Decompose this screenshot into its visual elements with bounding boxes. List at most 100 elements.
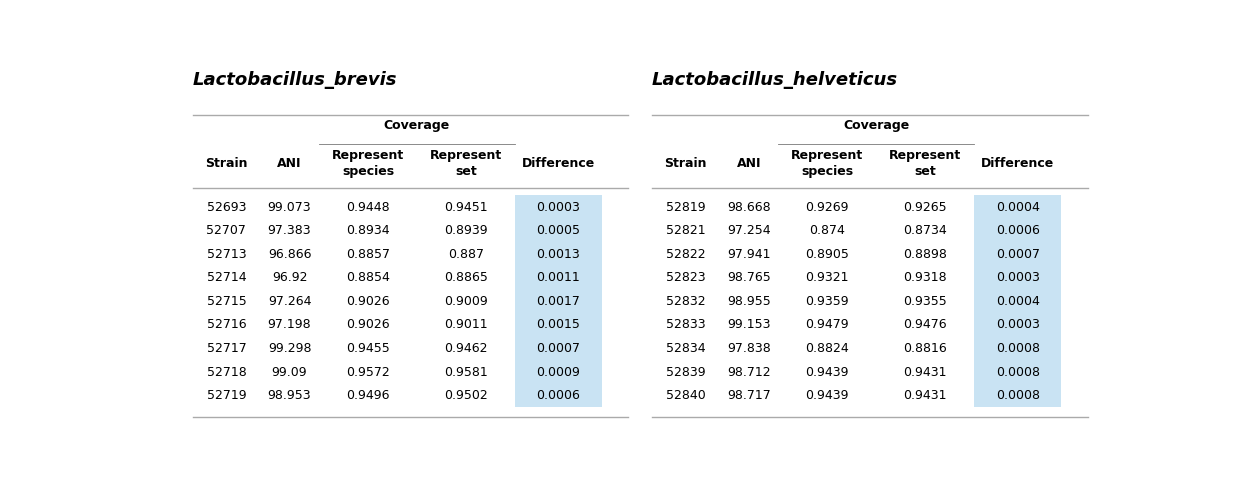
Bar [974, 360, 1061, 384]
Text: 0.9269: 0.9269 [805, 201, 850, 214]
Text: 0.9431: 0.9431 [904, 365, 947, 378]
Text: 0.8857: 0.8857 [346, 248, 390, 261]
Bar [974, 219, 1061, 242]
Text: 0.8816: 0.8816 [904, 342, 947, 355]
Text: 97.383: 97.383 [268, 224, 311, 237]
Text: Strain: Strain [664, 157, 708, 170]
Text: 0.0013: 0.0013 [536, 248, 580, 261]
Text: 0.9572: 0.9572 [346, 365, 390, 378]
Text: 52693: 52693 [206, 201, 246, 214]
Text: 0.9476: 0.9476 [904, 319, 947, 332]
Text: ANI: ANI [278, 157, 301, 170]
Text: 0.8734: 0.8734 [904, 224, 947, 237]
Bar [515, 313, 601, 336]
Text: 52834: 52834 [666, 342, 705, 355]
Text: 0.8898: 0.8898 [904, 248, 947, 261]
Text: 0.9318: 0.9318 [904, 271, 947, 284]
Text: 99.09: 99.09 [272, 365, 308, 378]
Text: 96.866: 96.866 [268, 248, 311, 261]
Text: Lactobacillus_helveticus: Lactobacillus_helveticus [652, 71, 898, 89]
Text: 0.9431: 0.9431 [904, 389, 947, 402]
Text: 0.9321: 0.9321 [805, 271, 850, 284]
Text: Difference: Difference [522, 157, 595, 170]
Text: 0.9359: 0.9359 [805, 295, 850, 308]
Text: Represent
species: Represent species [332, 149, 404, 178]
Text: 0.9439: 0.9439 [805, 389, 850, 402]
Bar [515, 195, 601, 219]
Text: 0.9265: 0.9265 [904, 201, 947, 214]
Text: 0.0007: 0.0007 [536, 342, 580, 355]
Text: 0.9455: 0.9455 [346, 342, 390, 355]
Text: 52707: 52707 [206, 224, 246, 237]
Text: Represent
set: Represent set [889, 149, 962, 178]
Text: 0.9011: 0.9011 [445, 319, 488, 332]
Text: 52718: 52718 [206, 365, 246, 378]
Text: 0.8824: 0.8824 [805, 342, 850, 355]
Text: 98.712: 98.712 [727, 365, 771, 378]
Text: 98.717: 98.717 [727, 389, 771, 402]
Bar [515, 219, 601, 242]
Text: 97.838: 97.838 [727, 342, 771, 355]
Text: 0.0009: 0.0009 [536, 365, 580, 378]
Bar [974, 266, 1061, 290]
Bar [515, 360, 601, 384]
Text: 0.0003: 0.0003 [995, 271, 1040, 284]
Text: 0.9502: 0.9502 [445, 389, 488, 402]
Text: 0.0003: 0.0003 [995, 319, 1040, 332]
Text: 52717: 52717 [206, 342, 246, 355]
Text: Coverage: Coverage [844, 119, 909, 132]
Text: 52713: 52713 [206, 248, 246, 261]
Text: 0.0004: 0.0004 [995, 295, 1040, 308]
Text: 0.9451: 0.9451 [445, 201, 488, 214]
Text: 0.0008: 0.0008 [995, 365, 1040, 378]
Text: 98.668: 98.668 [727, 201, 771, 214]
Text: 97.264: 97.264 [268, 295, 311, 308]
Text: Lactobacillus_brevis: Lactobacillus_brevis [193, 71, 398, 89]
Bar [515, 242, 601, 266]
Text: 52823: 52823 [666, 271, 705, 284]
Bar [974, 384, 1061, 407]
Text: 52839: 52839 [666, 365, 705, 378]
Text: 52714: 52714 [206, 271, 246, 284]
Text: 0.0007: 0.0007 [995, 248, 1040, 261]
Text: 0.9479: 0.9479 [805, 319, 850, 332]
Text: 0.0008: 0.0008 [995, 389, 1040, 402]
Text: 0.0008: 0.0008 [995, 342, 1040, 355]
Text: Strain: Strain [205, 157, 248, 170]
Text: 0.9462: 0.9462 [445, 342, 488, 355]
Bar [515, 266, 601, 290]
Text: 99.298: 99.298 [268, 342, 311, 355]
Text: 98.953: 98.953 [268, 389, 311, 402]
Text: 0.0015: 0.0015 [536, 319, 580, 332]
Text: 99.153: 99.153 [727, 319, 771, 332]
Text: 0.0003: 0.0003 [536, 201, 580, 214]
Bar [974, 290, 1061, 313]
Text: 97.198: 97.198 [268, 319, 311, 332]
Text: 52819: 52819 [666, 201, 705, 214]
Text: 99.073: 99.073 [268, 201, 311, 214]
Text: 0.8854: 0.8854 [346, 271, 390, 284]
Text: 0.9448: 0.9448 [346, 201, 390, 214]
Text: 98.765: 98.765 [727, 271, 771, 284]
Text: 52715: 52715 [206, 295, 246, 308]
Text: 96.92: 96.92 [272, 271, 308, 284]
Text: 0.9009: 0.9009 [445, 295, 488, 308]
Text: 0.9026: 0.9026 [346, 295, 390, 308]
Text: 0.874: 0.874 [809, 224, 845, 237]
Text: 97.941: 97.941 [727, 248, 771, 261]
Bar [974, 242, 1061, 266]
Text: Represent
species: Represent species [792, 149, 863, 178]
Bar [974, 195, 1061, 219]
Text: 0.8934: 0.8934 [346, 224, 390, 237]
Text: 0.0006: 0.0006 [536, 389, 580, 402]
Text: 0.0011: 0.0011 [536, 271, 580, 284]
Text: Difference: Difference [982, 157, 1055, 170]
Bar [515, 384, 601, 407]
Text: 52840: 52840 [666, 389, 705, 402]
Text: 0.9581: 0.9581 [445, 365, 488, 378]
Text: 0.0006: 0.0006 [995, 224, 1040, 237]
Text: 52833: 52833 [666, 319, 705, 332]
Text: 0.8939: 0.8939 [445, 224, 488, 237]
Text: 0.9496: 0.9496 [346, 389, 390, 402]
Text: 0.9439: 0.9439 [805, 365, 850, 378]
